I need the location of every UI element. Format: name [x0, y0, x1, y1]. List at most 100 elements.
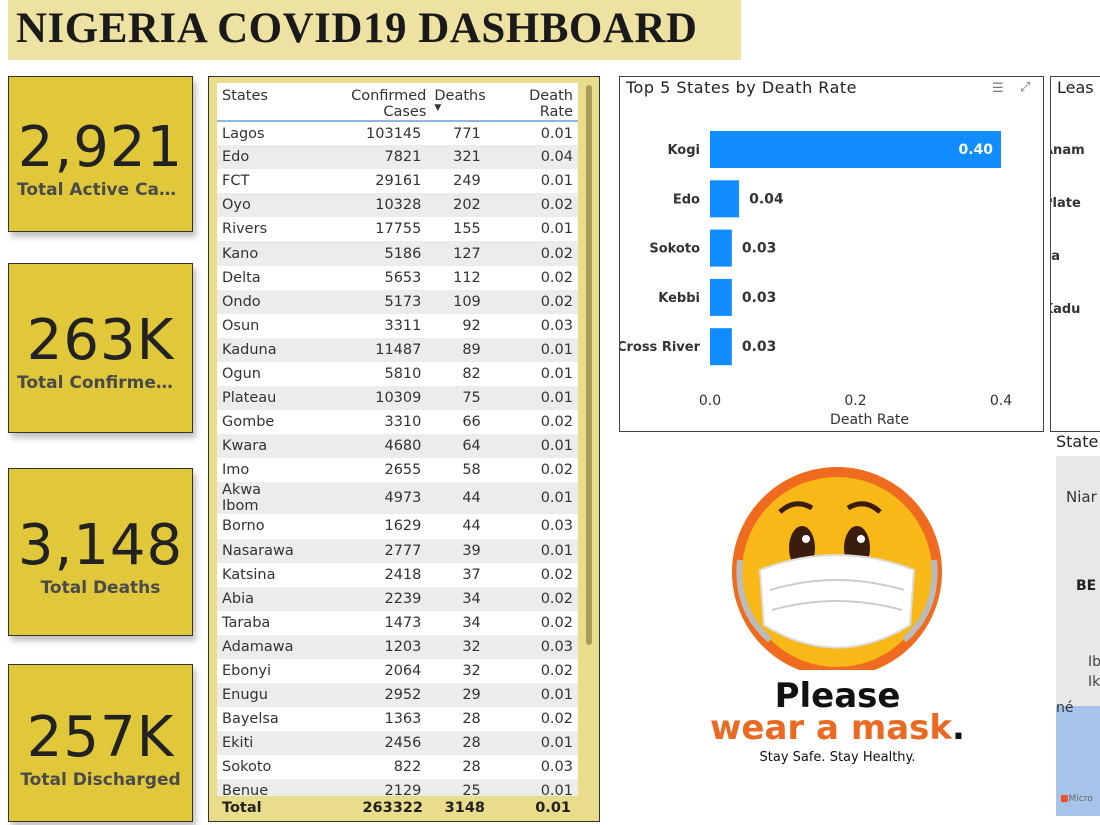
cell-deaths: 34	[426, 586, 486, 611]
map-attribution: ■Micro	[1060, 794, 1093, 804]
table-row[interactable]: Borno 1629 44 0.03	[217, 514, 578, 538]
cell-confirmed: 29161	[375, 173, 422, 190]
cell-deaths: 28	[462, 759, 481, 776]
cell-state: Kaduna	[217, 337, 307, 362]
table-row[interactable]: Akwa Ibom 4973 44 0.01	[217, 482, 578, 515]
table-row[interactable]: Rivers 17755 155 0.01	[217, 217, 578, 241]
table-row[interactable]: Adamawa 1203 32 0.03	[217, 634, 578, 659]
kpi-value: 257K	[26, 705, 175, 770]
cell-state: Enugu	[217, 683, 307, 708]
table-row[interactable]: Imo 2655 58 0.02	[217, 458, 578, 482]
table-scrollbar[interactable]	[586, 85, 592, 645]
poster-line1: Please	[774, 676, 901, 716]
data-label: 0.03	[742, 290, 777, 306]
least-category-label: Plate	[1051, 196, 1081, 211]
bar[interactable]	[710, 180, 740, 218]
table-row[interactable]: Kano 5186 127 0.02	[217, 241, 578, 266]
poster-line2: wear a mask	[710, 708, 953, 748]
bar[interactable]	[710, 131, 1001, 168]
cell-confirmed: 5186	[306, 241, 427, 266]
table-row[interactable]: Gombe 3310 66 0.02	[217, 410, 578, 434]
category-label: Edo	[673, 192, 700, 207]
cell-confirmed: 10328	[306, 193, 427, 218]
table-row[interactable]: Ogun 5810 82 0.01	[217, 362, 578, 386]
bar[interactable]	[710, 278, 732, 316]
focus-mode-icon[interactable]: ⤢	[1020, 80, 1031, 95]
column-header-deaths[interactable]: Deaths ▼	[426, 83, 486, 122]
table-row[interactable]: Sokoto 822 28 0.03	[217, 755, 578, 779]
table-row[interactable]: Bayelsa 1363 28 0.02	[217, 707, 578, 731]
cell-state: Taraba	[222, 614, 271, 631]
least-category-label: La	[1051, 249, 1061, 264]
cell-state: Kwara	[217, 434, 307, 459]
table-row[interactable]: Plateau 10309 75 0.01	[217, 386, 578, 411]
table-row[interactable]: Kaduna 11487 89 0.01	[217, 337, 578, 362]
cell-deaths: 32	[462, 663, 481, 680]
table-row[interactable]: Osun 3311 92 0.03	[217, 314, 578, 338]
cell-deaths: 89	[426, 337, 486, 362]
least-states-chart: Leas Anam Plate La Kadu I	[1050, 76, 1100, 432]
kpi-discharged: 257K Total Discharged	[8, 664, 193, 822]
column-header-states[interactable]: States	[217, 83, 307, 122]
cell-state: Osun	[222, 317, 260, 334]
filter-icon[interactable]: ☰	[992, 81, 1004, 96]
cell-deaths: 32	[426, 634, 486, 659]
sort-descending-icon: ▼	[434, 103, 442, 113]
cell-confirmed: 2952	[306, 683, 427, 708]
category-label: Cross River	[620, 340, 701, 355]
table-row[interactable]: Lagos 103145 771 0.01	[217, 121, 578, 145]
bar[interactable]	[710, 229, 732, 267]
table-row[interactable]: Ekiti 2456 28 0.01	[217, 731, 578, 756]
table-row[interactable]: Ondo 5173 109 0.02	[217, 289, 578, 314]
table-row[interactable]: Delta 5653 112 0.02	[217, 266, 578, 290]
state-map[interactable]: Niar BE Ib Ik né ■Micro	[1056, 456, 1100, 816]
cell-deaths: 155	[453, 221, 481, 238]
cell-death-rate: 0.01	[485, 538, 578, 563]
cell-death-rate: 0.02	[540, 414, 573, 431]
chart-title: Top 5 States by Death Rate	[626, 78, 857, 97]
kpi-confirmed: 263K Total Confirmed ...	[8, 263, 193, 433]
cell-confirmed: 5173	[306, 289, 427, 314]
total-deaths: 3148	[444, 800, 485, 816]
cell-confirmed: 103145	[366, 125, 422, 142]
table-row[interactable]: Abia 2239 34 0.02	[217, 586, 578, 611]
column-header-confirmed[interactable]: Confirmed Cases	[306, 83, 427, 122]
map-label: Ik	[1088, 674, 1100, 690]
cell-deaths: 109	[426, 289, 486, 314]
poster-line3: Stay Safe. Stay Healthy.	[759, 750, 916, 765]
cell-death-rate: 0.02	[540, 614, 573, 631]
cell-state: Nasarawa	[217, 538, 307, 563]
table-row[interactable]: Oyo 10328 202 0.02	[217, 193, 578, 218]
table-row[interactable]: FCT 29161 249 0.01	[217, 169, 578, 193]
cell-state: Plateau	[217, 386, 307, 411]
kpi-label: Total Deaths	[40, 578, 161, 598]
cell-confirmed: 2777	[306, 538, 427, 563]
kpi-value: 3,148	[17, 513, 184, 578]
cell-deaths: 66	[462, 414, 481, 431]
table-row[interactable]: Benue 2129 25 0.01	[217, 779, 578, 796]
table-row[interactable]: Katsina 2418 37 0.02	[217, 563, 578, 587]
cell-confirmed: 2418	[384, 566, 422, 583]
cell-deaths: 44	[462, 518, 481, 535]
table-row[interactable]: Ebonyi 2064 32 0.02	[217, 659, 578, 683]
least-chart-title: Leas	[1057, 78, 1094, 97]
column-header-death-rate[interactable]: Death Rate	[485, 83, 578, 122]
cell-state: Lagos	[222, 125, 265, 142]
cell-death-rate: 0.03	[540, 518, 573, 535]
cell-confirmed: 2456	[306, 731, 427, 756]
cell-deaths: 25	[426, 779, 486, 796]
kpi-label: Total Discharged	[20, 770, 181, 790]
table-row[interactable]: Taraba 1473 34 0.02	[217, 611, 578, 635]
cell-death-rate: 0.01	[485, 337, 578, 362]
table-row[interactable]: Enugu 2952 29 0.01	[217, 683, 578, 708]
dashboard-title: NIGERIA COVID19 DASHBOARD	[8, 0, 741, 60]
cell-deaths: 92	[462, 317, 481, 334]
cell-deaths: 29	[426, 683, 486, 708]
cell-death-rate: 0.01	[540, 173, 573, 190]
bar[interactable]	[710, 328, 732, 366]
table-row[interactable]: Nasarawa 2777 39 0.01	[217, 538, 578, 563]
table-row[interactable]: Edo 7821 321 0.04	[217, 145, 578, 170]
cell-confirmed: 2655	[384, 462, 422, 479]
cell-death-rate: 0.02	[485, 241, 578, 266]
table-row[interactable]: Kwara 4680 64 0.01	[217, 434, 578, 459]
